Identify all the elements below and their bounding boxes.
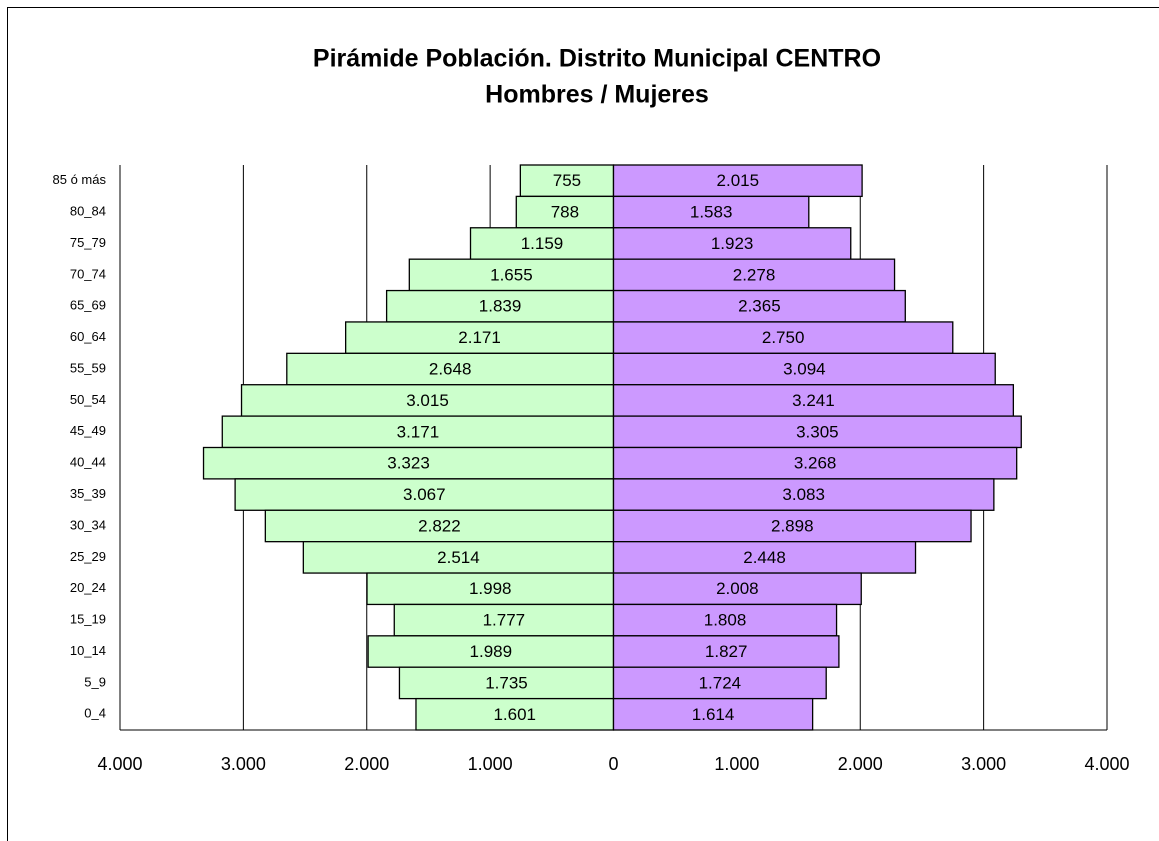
x-tick-label: 4.000 [1084,754,1129,774]
bar [515,195,615,229]
data-label: 1.827 [705,642,748,661]
data-label: 3.015 [406,391,449,410]
data-label: 3.241 [792,391,835,410]
bar [398,666,615,700]
x-tick-label: 3.000 [961,754,1006,774]
data-label: 3.171 [397,422,440,441]
data-label: 1.989 [470,642,513,661]
bar [612,635,840,668]
data-label: 3.305 [796,422,839,441]
y-tick-label: 50_54 [70,392,106,407]
bar [612,352,996,386]
y-tick-label: 85 ó más [53,172,107,187]
data-label: 3.094 [783,360,826,379]
bars [202,164,1022,731]
data-label: 1.583 [690,203,733,222]
y-tick-label: 75_79 [70,235,106,250]
chart-title: Pirámide Población. Distrito Municipal C… [313,45,881,73]
x-tick-label: 1.000 [714,754,759,774]
bar [612,164,863,198]
y-tick-label: 15_19 [70,612,106,627]
data-label: 1.159 [521,234,564,253]
data-label: 2.171 [458,328,501,347]
bar [408,258,615,292]
data-label: 3.083 [782,485,825,504]
bar [612,603,838,637]
data-label: 1.998 [469,579,512,598]
bar [612,415,1022,449]
data-label: 2.898 [771,516,814,535]
x-tick-label: 2.000 [838,754,883,774]
data-label: 1.923 [711,234,754,253]
data-label: 3.067 [403,485,446,504]
data-label: 2.648 [429,360,472,379]
y-tick-label: 10_14 [70,643,106,658]
y-tick-label: 20_24 [70,580,106,595]
x-tick-label: 1.000 [468,754,513,774]
y-tick-label: 30_34 [70,517,106,532]
bar [612,666,827,700]
data-label: 1.601 [493,705,536,724]
data-label: 1.724 [699,673,742,692]
data-label: 788 [551,203,579,222]
bar [202,446,615,480]
bar [519,164,615,198]
data-label: 2.365 [738,297,781,316]
bar [367,635,615,668]
y-tick-label: 0_4 [84,706,106,721]
x-tick-label: 0 [608,754,618,774]
y-tick-label: 25_29 [70,549,106,564]
x-tick-label: 4.000 [97,754,142,774]
y-tick-label: 65_69 [70,298,106,313]
y-tick-label: 60_64 [70,329,106,344]
y-tick-label: 55_59 [70,360,106,375]
bar [612,289,906,323]
bar [234,478,615,511]
chart-subtitle: Hombres / Mujeres [485,81,709,109]
y-tick-label: 45_49 [70,423,106,438]
data-label: 2.448 [743,548,786,567]
bar [286,352,615,386]
data-label: 755 [553,171,581,190]
bar [612,258,896,292]
data-label: 1.777 [483,611,526,630]
x-tick-label: 2.000 [344,754,389,774]
x-tick-label: 3.000 [221,754,266,774]
bar [221,415,615,449]
data-label: 1.839 [479,297,522,316]
y-tick-label: 80_84 [70,204,106,219]
bar [612,384,1015,417]
bar [415,697,615,731]
data-label: 1.614 [692,705,735,724]
labels: 4.000 3.000 2.000 1.000 0 1.000 2.000 3.000 4.00… [53,171,1130,774]
data-label: 2.514 [437,548,480,567]
data-label: 2.278 [733,265,776,284]
data-label: 1.808 [704,611,747,630]
y-tick-label: 5_9 [84,674,106,689]
data-label: 3.268 [794,454,837,473]
bar [612,697,814,731]
y-tick-label: 35_39 [70,486,106,501]
bar [612,195,810,229]
data-label: 2.015 [717,171,760,190]
data-label: 2.750 [762,328,805,347]
bar [612,572,862,606]
bar [612,321,954,354]
data-label: 2.008 [716,579,759,598]
data-label: 1.655 [490,265,533,284]
data-label: 3.323 [387,454,430,473]
data-label: 2.822 [418,516,461,535]
y-tick-label: 70_74 [70,266,106,281]
y-tick-label: 40_44 [70,455,106,470]
bar [612,446,1018,480]
data-label: 1.735 [485,673,528,692]
